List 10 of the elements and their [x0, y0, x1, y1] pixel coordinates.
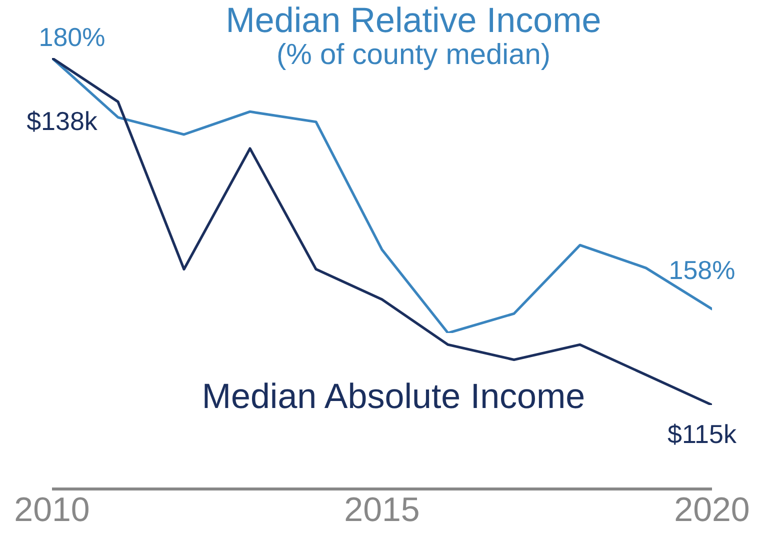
x-tick-label: 2015 [344, 491, 420, 530]
data-label: 158% [668, 255, 736, 286]
text: Median Relative Income [226, 1, 602, 40]
series-label: Median Absolute Income [202, 377, 586, 416]
x-tick-label: 2010 [14, 491, 90, 530]
data-label: $138k [26, 106, 98, 136]
data-label: $115k [668, 419, 738, 449]
x-tick-label: 2020 [674, 491, 750, 530]
data-label: 180% [38, 22, 106, 52]
annotation: (% of county median) [276, 39, 550, 71]
